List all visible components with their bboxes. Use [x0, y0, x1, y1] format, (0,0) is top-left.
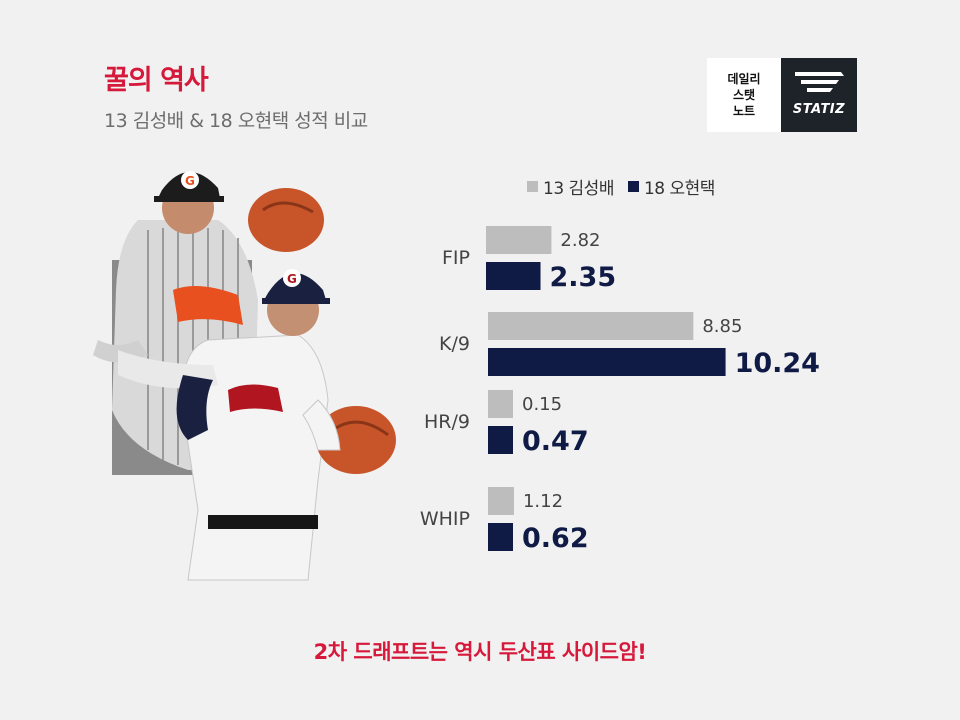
statiz-stripes-icon	[795, 72, 844, 92]
bar-series-b	[486, 262, 541, 290]
data-label-series-b: 0.47	[522, 426, 589, 457]
logo-note-line-3: 노트	[732, 104, 756, 118]
data-label-series-a: 1.12	[523, 491, 563, 512]
legend-item-series-b: 18 오현택	[627, 174, 715, 199]
footer-caption: 2차 드래프트는 역시 두산표 사이드암!	[313, 640, 647, 664]
category-label: WHIP	[420, 508, 470, 530]
daily-stat-note-logo: 데일리 스탯 노트 STATIZ	[707, 58, 857, 132]
bar-series-a	[488, 390, 513, 418]
daily-stat-note-badge: 데일리 스탯 노트	[707, 58, 781, 132]
category-label: K/9	[439, 333, 470, 355]
pitchers-photo: G G	[93, 171, 396, 581]
bar-series-a	[488, 312, 694, 340]
data-label-series-a: 2.82	[560, 230, 600, 251]
data-label-series-b: 10.24	[735, 348, 820, 379]
bar-series-a	[488, 487, 514, 515]
logo-note-line-2: 스탯	[732, 88, 756, 102]
bar-series-b	[488, 426, 513, 454]
bar-series-b	[488, 523, 513, 551]
svg-text:G: G	[185, 174, 195, 188]
category-label: HR/9	[424, 411, 470, 433]
bar-series-b	[488, 348, 726, 376]
legend-swatch-series-a	[527, 181, 538, 192]
data-label-series-b: 0.62	[522, 523, 589, 554]
statiz-logo: STATIZ	[781, 58, 857, 132]
legend-swatch-series-b	[627, 181, 639, 192]
data-label-series-b: 2.35	[550, 262, 617, 293]
legend-label-series-b: 18 오현택	[643, 179, 715, 199]
pitcher-front-figure: G	[118, 269, 396, 581]
page-subtitle: 13 김성배 & 18 오현택 성적 비교	[104, 110, 368, 132]
svg-text:G: G	[287, 272, 297, 286]
data-label-series-a: 0.15	[522, 394, 562, 415]
legend-item-series-a: 13 김성배	[527, 174, 614, 199]
legend-label-series-a: 13 김성배	[543, 179, 614, 199]
bar-series-a	[486, 226, 552, 254]
statiz-wordmark: STATIZ	[792, 102, 846, 117]
page-title: 꿀의 역사	[104, 65, 209, 96]
logo-note-line-1: 데일리	[727, 72, 761, 86]
data-label-series-a: 8.85	[702, 316, 742, 337]
chart-legend: 13 김성배 18 오현택	[527, 174, 729, 199]
category-label: FIP	[442, 247, 470, 269]
